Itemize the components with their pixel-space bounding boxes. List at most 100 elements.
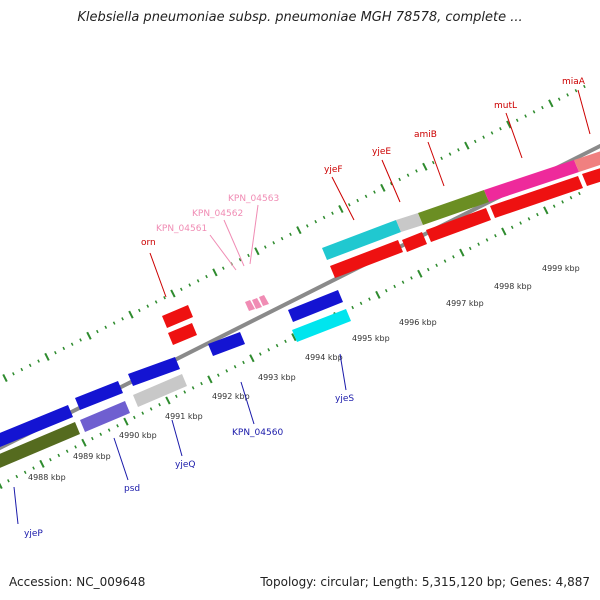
tick-mark — [280, 236, 284, 241]
tick-mark — [296, 226, 302, 235]
tick-mark — [401, 280, 405, 284]
gene-block[interactable] — [0, 405, 73, 449]
tick-mark — [65, 449, 69, 453]
gene-block[interactable] — [574, 148, 600, 172]
tick-mark — [519, 221, 522, 225]
gene-block[interactable] — [80, 401, 130, 432]
tick-mark — [49, 457, 52, 462]
tick-mark — [384, 288, 388, 293]
gene-leader-line — [339, 353, 347, 391]
gene-block[interactable] — [259, 295, 269, 306]
tick-mark — [249, 354, 255, 363]
gene-block[interactable] — [133, 374, 187, 407]
gene-block[interactable] — [128, 357, 180, 386]
tick-mark — [123, 417, 129, 426]
tick-mark — [499, 127, 502, 131]
gene-label[interactable]: orn — [141, 238, 156, 248]
gene-block[interactable] — [245, 300, 255, 311]
tick-mark — [170, 289, 176, 298]
gene-block[interactable] — [426, 208, 491, 242]
tick-mark — [267, 348, 271, 352]
gene-block[interactable] — [288, 290, 343, 322]
gene-label[interactable]: yjeE — [372, 147, 391, 157]
scale-label: 4996 kbp — [399, 318, 437, 327]
gene-block[interactable] — [396, 213, 423, 232]
tick-mark — [225, 369, 229, 373]
gene-leader-line — [249, 204, 259, 265]
scale-label: 4991 kbp — [165, 412, 203, 421]
tick-mark — [233, 365, 237, 369]
gene-block[interactable] — [484, 160, 579, 202]
gene-block[interactable] — [75, 381, 123, 410]
tick-mark — [501, 227, 507, 236]
gene-label[interactable]: psd — [124, 484, 140, 494]
gene-block[interactable] — [208, 332, 245, 356]
tick-mark — [37, 359, 40, 363]
gene-block[interactable] — [168, 323, 197, 345]
tick-mark — [536, 212, 539, 217]
tick-mark — [473, 139, 477, 144]
tick-mark — [557, 97, 561, 101]
gene-block[interactable] — [402, 232, 427, 252]
gene-label[interactable]: miaA — [562, 77, 586, 87]
tick-mark — [435, 263, 438, 267]
tick-mark — [238, 258, 242, 262]
tick-mark — [452, 255, 455, 259]
tick-mark — [158, 403, 161, 407]
tick-mark — [431, 160, 435, 165]
gene-block[interactable] — [292, 309, 351, 342]
tick-mark — [561, 200, 564, 204]
gene-leader-line — [113, 437, 129, 481]
tick-mark — [338, 204, 344, 214]
tick-mark — [485, 238, 489, 242]
gene-block[interactable] — [418, 190, 489, 225]
gene-label[interactable]: yjeS — [335, 394, 354, 404]
tick-mark — [128, 310, 134, 319]
gene-leader-line — [381, 159, 401, 203]
tick-mark — [322, 215, 326, 220]
tick-mark — [62, 346, 66, 351]
bottom-tick-row — [0, 191, 581, 490]
scale-labels: 4988 kbp 4989 kbp 4990 kbp 4991 kbp 4992 kbp… — [28, 264, 580, 482]
gene-label[interactable]: KPN_04562 — [192, 209, 243, 219]
gene-label[interactable]: KPN_04563 — [228, 194, 279, 204]
tick-mark — [448, 152, 452, 156]
tick-mark — [284, 339, 287, 344]
tick-mark — [200, 381, 203, 386]
tick-mark — [104, 325, 108, 329]
tick-mark — [532, 110, 536, 114]
tick-mark — [183, 390, 187, 394]
scale-label: 4993 kbp — [258, 373, 296, 382]
tick-mark — [422, 162, 428, 171]
tick-mark — [54, 350, 57, 355]
scale-label: 4990 kbp — [119, 431, 157, 440]
gene-block[interactable] — [490, 176, 583, 218]
gene-label[interactable]: KPN_04560 — [232, 428, 283, 438]
gene-label[interactable]: mutL — [494, 101, 517, 111]
tick-mark — [163, 296, 166, 300]
feature-tracks[interactable] — [0, 148, 600, 470]
tick-mark — [179, 287, 183, 291]
tick-mark — [443, 259, 447, 263]
gene-block[interactable] — [0, 422, 80, 470]
gene-block[interactable] — [330, 240, 403, 278]
tick-mark — [263, 245, 267, 249]
tick-mark — [91, 436, 94, 441]
gene-block[interactable] — [252, 298, 262, 309]
gene-label[interactable]: yjeF — [324, 165, 343, 175]
tick-mark — [188, 283, 192, 287]
tick-mark — [356, 198, 360, 203]
gene-label[interactable]: KPN_04561 — [156, 224, 207, 234]
gene-block[interactable] — [582, 165, 600, 186]
gene-label[interactable]: yjeP — [24, 529, 43, 539]
tick-mark — [23, 470, 27, 475]
gene-block[interactable] — [162, 305, 193, 328]
tick-mark — [149, 407, 153, 411]
gene-label[interactable]: amiB — [414, 130, 437, 140]
gene-label[interactable]: yjeQ — [175, 460, 195, 470]
tick-mark — [457, 148, 460, 152]
gene-block[interactable] — [322, 220, 401, 260]
scale-label: 4989 kbp — [73, 452, 111, 461]
